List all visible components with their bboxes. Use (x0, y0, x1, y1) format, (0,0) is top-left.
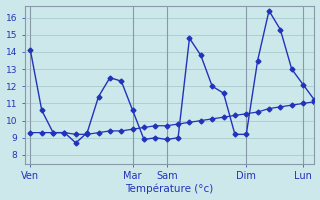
X-axis label: Température (°c): Température (°c) (125, 184, 214, 194)
